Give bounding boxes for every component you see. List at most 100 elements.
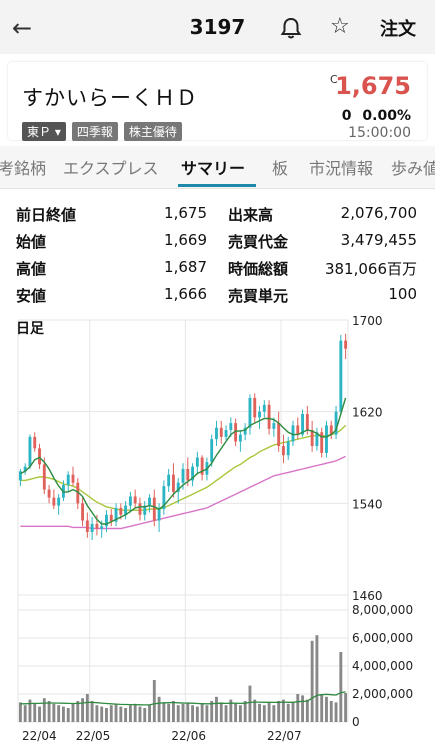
volume-bar bbox=[162, 702, 166, 722]
candle-body bbox=[109, 514, 113, 522]
candle-body bbox=[191, 466, 194, 481]
order-button[interactable]: 注文 bbox=[380, 19, 416, 40]
yutai-badge[interactable]: 株主優待 bbox=[123, 122, 182, 141]
volume-bar bbox=[100, 706, 104, 722]
candle-body bbox=[176, 482, 180, 492]
candle-body bbox=[224, 430, 228, 437]
candle-body bbox=[296, 425, 300, 435]
volume-bar bbox=[234, 703, 238, 722]
bell-icon[interactable] bbox=[280, 16, 302, 40]
candle-body bbox=[148, 497, 151, 506]
volume-ma-line bbox=[20, 691, 346, 706]
tab-market-info[interactable]: 市況情報 bbox=[309, 159, 374, 178]
price-tick-label: 1700 bbox=[352, 315, 383, 328]
ma-long-line bbox=[20, 455, 346, 530]
tab-board[interactable]: 板 bbox=[272, 159, 289, 178]
volume-bar bbox=[47, 701, 51, 722]
tab-summary[interactable]: サマリー bbox=[181, 159, 246, 178]
tab-tick[interactable]: 歩み値 bbox=[391, 159, 435, 178]
candle-body bbox=[248, 397, 252, 428]
stat-value: 1,675 bbox=[164, 204, 207, 222]
candle-body bbox=[315, 432, 319, 447]
tab-bar: 考銘柄 エクスプレス サマリー 板 市況情報 歩み値 bbox=[0, 146, 435, 189]
volume-bar bbox=[66, 708, 70, 722]
date-tick-label: 22/07 bbox=[267, 729, 302, 743]
candle-body bbox=[334, 411, 338, 435]
volume-bar bbox=[296, 694, 300, 722]
candle-body bbox=[23, 466, 27, 472]
candle-body bbox=[181, 468, 185, 483]
volume-bar bbox=[262, 705, 266, 722]
stat-label: 始値 bbox=[16, 233, 47, 251]
stat-label: 高値 bbox=[16, 260, 47, 278]
volume-bar bbox=[272, 705, 276, 722]
market-selector[interactable]: 東Ｐ ▾ bbox=[22, 122, 66, 141]
candle-body bbox=[162, 486, 166, 510]
ma-mid-line bbox=[20, 424, 347, 511]
candle-body bbox=[277, 423, 281, 447]
candle-body bbox=[229, 423, 233, 430]
date-tick-label: 22/06 bbox=[171, 729, 206, 743]
candle-body bbox=[133, 496, 137, 504]
candle-body bbox=[38, 448, 41, 465]
candle-body bbox=[33, 436, 37, 449]
stat-value: 381,066百万 bbox=[324, 260, 417, 278]
back-arrow-icon[interactable]: ← bbox=[12, 14, 33, 42]
star-icon[interactable]: ☆ bbox=[330, 14, 350, 39]
shikiho-badge[interactable]: 四季報 bbox=[71, 122, 118, 141]
volume-bar bbox=[305, 699, 309, 722]
volume-bar bbox=[258, 703, 261, 722]
stat-value: 3,479,455 bbox=[340, 231, 417, 249]
stat-label: 安値 bbox=[16, 287, 47, 305]
volume-bar bbox=[172, 701, 175, 722]
candle-body bbox=[114, 507, 118, 522]
date-tick-label: 22/04 bbox=[22, 729, 57, 743]
candle-body bbox=[119, 507, 123, 515]
candle-body bbox=[186, 468, 190, 481]
volume-bar bbox=[267, 702, 271, 722]
volume-tick-label: 2,000,000 bbox=[352, 687, 413, 701]
volume-bar bbox=[339, 652, 343, 722]
candle-body bbox=[325, 425, 328, 453]
candle-body bbox=[272, 423, 276, 429]
tab-express[interactable]: エクスプレス bbox=[63, 159, 159, 178]
volume-tick-label: 0 bbox=[352, 715, 360, 729]
volume-tick-label: 4,000,000 bbox=[352, 659, 413, 673]
stats-row: 高値 1,687 時価総額 381,066百万 bbox=[0, 258, 435, 284]
candle-body bbox=[286, 441, 290, 456]
candle-body bbox=[344, 340, 348, 349]
volume-bar bbox=[33, 703, 37, 722]
candle-body bbox=[329, 425, 333, 435]
volume-bar bbox=[195, 706, 199, 722]
candle-body bbox=[100, 526, 104, 529]
volume-bar bbox=[224, 705, 228, 722]
volume-bar bbox=[310, 640, 314, 722]
volume-bar bbox=[124, 708, 128, 722]
stats-row: 始値 1,669 売買代金 3,479,455 bbox=[0, 231, 435, 257]
volume-bar bbox=[105, 708, 108, 722]
stat-label: 前日終値 bbox=[16, 206, 77, 224]
candle-body bbox=[28, 436, 32, 467]
stat-value: 1,687 bbox=[164, 258, 207, 276]
volume-tick-label: 6,000,000 bbox=[352, 631, 413, 645]
candle-body bbox=[85, 520, 89, 532]
candle-body bbox=[301, 413, 304, 435]
price-change: 0 0.00% bbox=[336, 108, 411, 124]
volume-bar bbox=[52, 703, 56, 722]
candle-body bbox=[200, 457, 204, 475]
volume-bar bbox=[28, 699, 32, 722]
candle-body bbox=[76, 482, 80, 504]
price-tick-label: 1540 bbox=[352, 497, 383, 511]
candle-body bbox=[258, 411, 261, 418]
volume-bar bbox=[210, 701, 214, 722]
volume-bar bbox=[329, 701, 333, 722]
candle-body bbox=[143, 505, 147, 515]
volume-bar bbox=[167, 703, 171, 722]
volume-bar bbox=[200, 703, 204, 722]
volume-bar bbox=[344, 692, 348, 722]
volume-bar bbox=[229, 699, 233, 722]
tab-related[interactable]: 考銘柄 bbox=[0, 159, 47, 178]
price-status-mark: C bbox=[330, 73, 338, 86]
volume-bar bbox=[18, 702, 22, 722]
